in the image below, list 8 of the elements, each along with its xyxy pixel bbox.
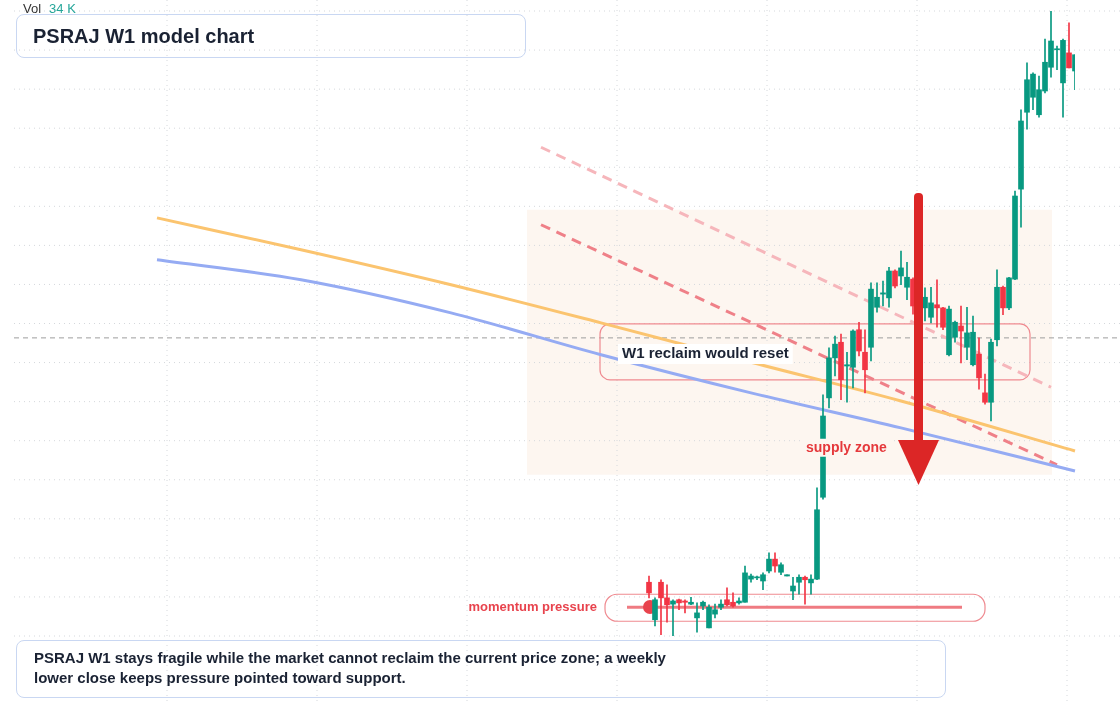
ref-line-label: W1 reclaim would reset <box>622 344 789 362</box>
text: 34 K <box>49 1 76 16</box>
ref-line-label: momentum pressure <box>468 598 597 614</box>
band-label: supply zone <box>806 438 888 455</box>
text: PSRAJ W1 model chart <box>33 24 255 48</box>
text: Vol <box>23 1 42 16</box>
candlestick <box>784 574 790 577</box>
text: PSRAJ W1 stays fragile while the market cannot reclaim the current price zone; a weekly lower close keeps pressure pointed toward support. <box>34 648 667 688</box>
